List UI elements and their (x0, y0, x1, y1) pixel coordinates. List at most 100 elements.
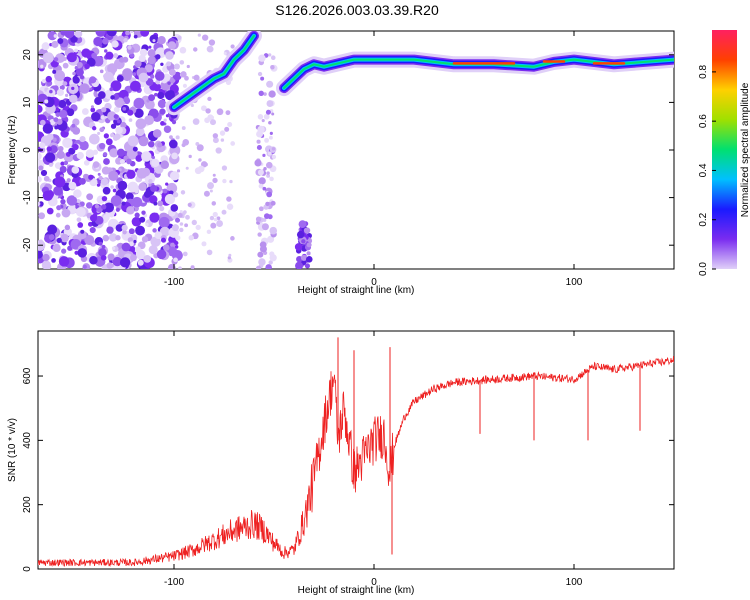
spectrogram-cell (130, 80, 141, 92)
spectrogram-cell (116, 74, 124, 82)
spectrogram-cell (38, 152, 42, 160)
spectrogram-cell (294, 243, 303, 251)
spectrogram-cell (141, 151, 152, 162)
spectrogram-cell (84, 63, 90, 70)
spectrogram-cell (39, 142, 46, 149)
spectrogram-cell (71, 166, 80, 174)
spectrogram-cell (230, 44, 235, 49)
spectrogram-cell (92, 149, 98, 155)
spectrogram-cell (103, 202, 115, 213)
spectrogram-cell (122, 71, 132, 82)
spectrogram-cell (188, 154, 192, 159)
colorbar-tick-label: 0.2 (698, 212, 709, 226)
spectrogram-cell (110, 123, 117, 129)
spectrogram-cell (43, 175, 50, 182)
spectrogram-cell (157, 142, 163, 148)
spectrogram-cell (72, 143, 79, 151)
spectrogram-cell (110, 95, 115, 100)
spectrogram-cell (121, 242, 131, 252)
spectrogram-cell (128, 228, 135, 235)
spectrogram-cell (103, 158, 110, 165)
spectrogram-cell (54, 162, 62, 170)
spectrogram-cell (60, 161, 65, 166)
spectrogram-cell (53, 117, 59, 123)
spectrogram-cell (40, 119, 46, 126)
spectrogram-cell (170, 242, 176, 248)
spectrogram-cell (165, 51, 174, 60)
spectrogram-cell (306, 242, 312, 248)
spectrogram-cell (258, 183, 264, 189)
spectrogram-cell (91, 111, 101, 122)
spectrogram-cell (174, 244, 179, 249)
spectrogram-cell (46, 146, 52, 152)
spectrogram-cell (205, 108, 211, 114)
spectrogram-cell (55, 112, 61, 117)
spectrogram-cell (135, 225, 146, 236)
spectrogram-cell (203, 190, 210, 197)
spectrogram-ylabel: Frequency (Hz) (7, 116, 18, 185)
spectrogram-cell (88, 174, 94, 180)
spectrogram-cell (265, 109, 271, 115)
snr-xtick-label: 0 (371, 577, 377, 588)
snr-ylabel: SNR (10 * v/v) (7, 418, 18, 482)
spectrogram-cell (175, 217, 181, 223)
spectrogram-ytick-label: -20 (22, 238, 33, 253)
spectrogram-cell (56, 205, 62, 211)
spectrogram-cell (271, 147, 276, 151)
spectrogram-cell (57, 145, 64, 152)
spectrogram-cell (182, 251, 188, 257)
spectrogram-cell (188, 235, 194, 241)
spectrogram-cell (94, 204, 100, 209)
spectrogram-cell (300, 254, 308, 261)
spectrogram-cell (66, 195, 78, 206)
spectrogram-cell (171, 152, 178, 160)
spectrogram-cell (145, 78, 154, 86)
spectrogram-cell (306, 251, 311, 256)
spectrogram-cell (194, 167, 202, 175)
spectrogram-cell (150, 236, 161, 247)
spectrogram-cell (72, 71, 76, 76)
spectrogram-cell (259, 241, 267, 249)
colorbar-label: Normalized spectral amplitude (740, 82, 750, 217)
spectrogram-cell (41, 42, 50, 51)
spectrogram-cell (102, 186, 111, 195)
spectrogram-cell (256, 139, 261, 144)
spectrogram-cell (129, 31, 134, 33)
spectrogram-cell (45, 75, 52, 83)
spectrogram-cell (111, 40, 119, 48)
spectrogram-cell (56, 88, 64, 97)
spectrogram-cell (154, 92, 158, 97)
spectrogram-cell (262, 153, 266, 157)
spectrogram-cell (193, 74, 200, 81)
spectrogram-cell (64, 31, 75, 39)
spectrogram-cell (74, 31, 83, 38)
spectrogram-cell (100, 177, 109, 186)
spectrogram-cell (180, 71, 187, 78)
spectrogram-cell (128, 118, 133, 122)
spectrogram-cell (116, 119, 121, 124)
spectrogram-cell (263, 113, 270, 120)
spectrogram-cell (155, 79, 161, 85)
spectrogram-cell (152, 129, 162, 138)
spectrogram-cell (224, 126, 230, 132)
spectrogram-cell (102, 234, 110, 242)
spectrogram-cell (305, 256, 313, 263)
spectrogram-cell (38, 176, 42, 183)
spectrogram-cell (56, 237, 62, 244)
spectrogram-cell (114, 97, 125, 108)
spectrogram-cell (265, 264, 272, 269)
spectrogram-ytick-label: 10 (22, 96, 33, 108)
spectrogram-cell (185, 214, 190, 220)
spectrogram-cell (227, 256, 231, 260)
spectrogram-cell (258, 90, 264, 96)
spectrogram-cell (79, 83, 90, 94)
spectrogram-cell (190, 265, 195, 269)
spectrogram-cell (99, 127, 105, 133)
spectrogram-cell (104, 49, 108, 53)
spectrogram-cell (63, 160, 69, 166)
spectrogram-cell (132, 72, 137, 77)
snr-ticks: -100 0 100 0 200 400 600 (22, 331, 674, 588)
spectrogram-cell (109, 87, 114, 92)
spectrogram-cell (51, 40, 59, 48)
